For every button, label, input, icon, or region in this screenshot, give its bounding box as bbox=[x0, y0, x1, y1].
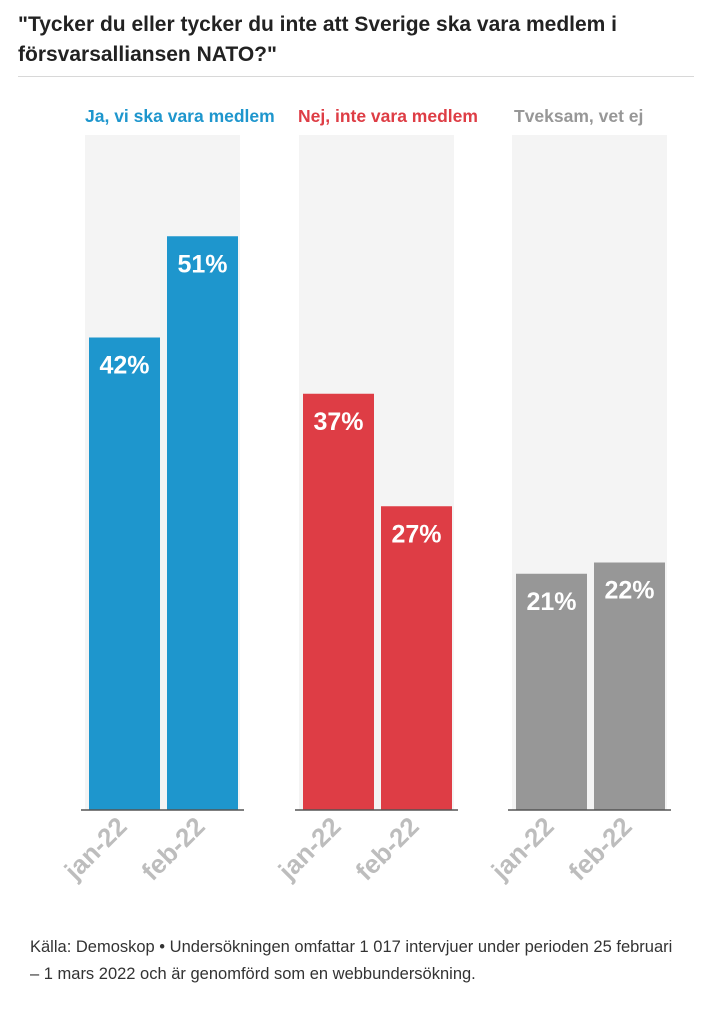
tick-label-yes-feb-22: feb-22 bbox=[135, 811, 210, 886]
value-label-yes-feb-22: 51% bbox=[177, 250, 227, 278]
value-label-yes-jan-22: 42% bbox=[99, 352, 149, 380]
bar-no-jan-22 bbox=[303, 393, 374, 810]
tick-label-unsure-feb-22: feb-22 bbox=[562, 811, 637, 886]
legend-label-yes: Ja, vi ska vara medlem bbox=[85, 106, 275, 126]
value-label-no-jan-22: 37% bbox=[313, 408, 363, 436]
bar-unsure-jan-22 bbox=[516, 573, 587, 810]
tick-label-no-jan-22: jan-22 bbox=[272, 811, 347, 886]
tick-label-no-feb-22: feb-22 bbox=[349, 811, 424, 886]
bar-chart: Ja, vi ska vara medlem 42% jan-22 51% feb-22… bbox=[58, 106, 671, 886]
bar-yes-feb-22 bbox=[167, 236, 238, 810]
source-note: Källa: Demoskop • Undersökningen omfatta… bbox=[30, 938, 673, 983]
bar-no-feb-22 bbox=[381, 506, 452, 810]
value-label-no-feb-22: 27% bbox=[391, 520, 441, 548]
value-label-unsure-feb-22: 22% bbox=[604, 577, 654, 605]
tick-label-yes-jan-22: jan-22 bbox=[58, 811, 133, 886]
title-divider bbox=[18, 76, 694, 77]
legend-label-no: Nej, inte vara medlem bbox=[298, 106, 478, 126]
bar-yes-jan-22 bbox=[89, 337, 160, 810]
legend-label-unsure: Tveksam, vet ej bbox=[514, 106, 643, 126]
chart-title: "Tycker du eller tycker du inte att Sver… bbox=[18, 13, 618, 66]
bar-unsure-feb-22 bbox=[594, 562, 665, 810]
value-label-unsure-jan-22: 21% bbox=[526, 588, 576, 616]
tick-label-unsure-jan-22: jan-22 bbox=[485, 811, 560, 886]
